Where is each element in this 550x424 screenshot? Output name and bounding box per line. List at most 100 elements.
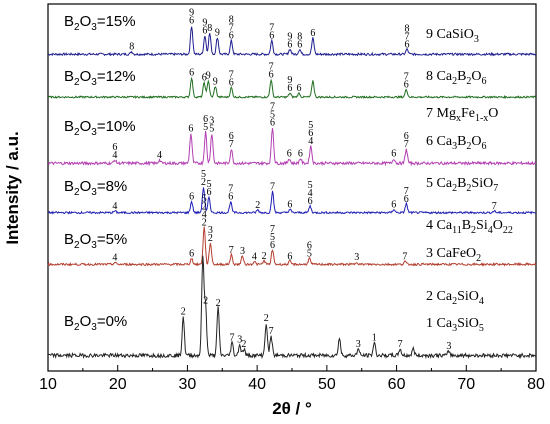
peak-phase-marker: 4 bbox=[308, 136, 313, 147]
peak-phase-marker: 7 bbox=[269, 23, 274, 34]
peak-phase-marker: 1 bbox=[372, 332, 377, 343]
peak-phase-marker: 9 bbox=[213, 76, 218, 87]
peak-phase-marker: 2 bbox=[203, 296, 208, 307]
peak-phase-marker: 2 bbox=[201, 177, 206, 188]
peak-phase-marker: 7 bbox=[229, 139, 234, 150]
xrd-pattern-line bbox=[47, 255, 537, 360]
x-tick-label: 50 bbox=[318, 376, 336, 393]
y-axis-title: Intensity / a.u. bbox=[3, 131, 22, 244]
peak-phase-marker: 4 bbox=[202, 209, 207, 220]
peak-phase-marker: 5 bbox=[202, 193, 207, 204]
peak-phase-marker: 8 bbox=[207, 23, 212, 34]
peak-phase-marker: 6 bbox=[405, 39, 410, 50]
series-label: B2​O3​=0% bbox=[64, 313, 127, 333]
peak-phase-marker: 6 bbox=[307, 240, 312, 251]
phase-legend: 9 CaSiO3​ 8 Ca2​B2​O6​ 7 Mgx​Fe1-x​O 6 Ca3​… bbox=[426, 27, 513, 334]
peak-phase-marker: 6 bbox=[287, 199, 292, 210]
x-tick-label: 10 bbox=[39, 376, 57, 393]
x-tick-label: 70 bbox=[457, 376, 475, 393]
peak-phase-marker: 7 bbox=[229, 23, 234, 34]
x-axis-title: 2θ / ° bbox=[272, 399, 312, 418]
peak-phase-marker: 7 bbox=[230, 332, 235, 343]
peak-phase-marker: 6 bbox=[297, 39, 302, 50]
peak-phase-marker: 6 bbox=[298, 149, 303, 160]
peak-phase-marker: 3 bbox=[208, 225, 213, 236]
peak-phase-marker: 7 bbox=[492, 201, 497, 212]
legend-entry: 2 Ca2​SiO4​ bbox=[426, 289, 484, 307]
peak-phase-marker: 9 bbox=[215, 28, 220, 39]
series-label: B2​O3​=15% bbox=[64, 13, 136, 33]
peak-phase-marker: 6 bbox=[203, 114, 208, 125]
series-label: B2​O3​=10% bbox=[64, 118, 136, 138]
peak-phase-marker: 3 bbox=[354, 252, 359, 263]
xrd-pattern-line bbox=[47, 26, 537, 57]
peak-phase-marker: 8 bbox=[229, 15, 234, 26]
peak-phase-marker: 3 bbox=[356, 339, 361, 350]
peak-phase-marker: 5 bbox=[270, 109, 275, 120]
series-label: B2​O3​=5% bbox=[64, 231, 127, 251]
peak-phase-marker: 6 bbox=[229, 77, 234, 88]
peak-phase-marker: 6 bbox=[308, 196, 313, 207]
legend-entry: 6 Ca3​B2​O6​ bbox=[426, 134, 487, 152]
legend-entry: 3 CaFeO2​ bbox=[426, 246, 481, 264]
peak-phase-marker: 5 bbox=[201, 169, 206, 180]
peak-phase-marker: 8 bbox=[129, 42, 134, 53]
peak-phase-marker: 2 bbox=[262, 251, 267, 262]
peak-phase-marker: 8 bbox=[405, 23, 410, 34]
peak-phase-marker: 6 bbox=[391, 149, 396, 160]
peak-phase-marker: 3 bbox=[237, 335, 242, 346]
x-tick-label: 20 bbox=[109, 376, 127, 393]
peak-phase-marker: 5 bbox=[207, 179, 212, 190]
peak-phase-marker: 6 bbox=[229, 31, 234, 42]
peak-phase-marker: 7 bbox=[269, 62, 274, 73]
peak-phase-marker: 3 bbox=[209, 116, 214, 127]
peak-phase-marker: 6 bbox=[112, 142, 117, 153]
peak-phase-marker: 7 bbox=[398, 339, 403, 350]
peak-phase-marker: 5 bbox=[308, 120, 313, 131]
x-tick-label: 30 bbox=[179, 376, 197, 393]
peak-phase-marker: 6 bbox=[404, 194, 409, 205]
peak-phase-marker: 6 bbox=[202, 73, 207, 84]
peak-phase-marker: 7 bbox=[404, 186, 409, 197]
peak-phase-marker: 4 bbox=[112, 150, 117, 161]
peak-phase-marker: 6 bbox=[404, 131, 409, 142]
peak-phase-marker: 8 bbox=[297, 31, 302, 42]
peak-phase-marker: 6 bbox=[310, 28, 315, 39]
x-tick-label: 40 bbox=[248, 376, 266, 393]
legend-entry: 9 CaSiO3​ bbox=[426, 27, 479, 45]
peak-phase-marker: 4 bbox=[308, 188, 313, 199]
peak-phase-marker: 7 bbox=[404, 71, 409, 82]
peak-phase-marker: 6 bbox=[189, 248, 194, 259]
peak-phase-marker: 7 bbox=[405, 31, 410, 42]
peak-phase-marker: 7 bbox=[270, 101, 275, 112]
peak-phase-marker: 6 bbox=[287, 251, 292, 262]
peak-phase-marker: 6 bbox=[189, 68, 194, 79]
xrd-pattern-line bbox=[47, 226, 537, 267]
peak-phase-marker: 7 bbox=[229, 69, 234, 80]
peak-phase-marker: 9 bbox=[206, 71, 211, 82]
legend-entry: 5 Ca2​B2​SiO7​ bbox=[426, 176, 498, 194]
peak-phase-marker: 5 bbox=[270, 232, 275, 243]
peak-phase-marker: 4 bbox=[252, 251, 257, 262]
peak-phase-marker: 7 bbox=[228, 184, 233, 195]
x-axis-ticks: 10 20 30 40 50 60 70 80 bbox=[39, 365, 545, 393]
peak-phase-marker: 6 bbox=[269, 70, 274, 81]
peak-phase-marker: 9 bbox=[287, 75, 292, 86]
peak-phase-marker: 6 bbox=[189, 192, 194, 203]
peak-phase-marker: 6 bbox=[287, 83, 292, 94]
series-label: B2​O3​=8% bbox=[64, 178, 127, 198]
peak-phase-marker: 6 bbox=[287, 149, 292, 160]
peak-phase-marker: 2 bbox=[264, 313, 269, 324]
peak-phase-marker: 7 bbox=[270, 224, 275, 235]
peak-phase-marker: 5 bbox=[209, 124, 214, 135]
x-tick-label: 60 bbox=[388, 376, 406, 393]
xrd-pattern-line bbox=[47, 187, 537, 215]
peak-phase-marker: 5 bbox=[307, 248, 312, 259]
peak-phase-marker: 7 bbox=[404, 139, 409, 150]
peak-phase-marker: 5 bbox=[203, 122, 208, 133]
peak-phase-marker: 5 bbox=[308, 180, 313, 191]
peak-phase-marker: 3 bbox=[240, 246, 245, 257]
peak-phase-marker: 6 bbox=[404, 79, 409, 90]
x-tick-label: 80 bbox=[527, 376, 545, 393]
peak-phase-marker: 9 bbox=[287, 31, 292, 42]
